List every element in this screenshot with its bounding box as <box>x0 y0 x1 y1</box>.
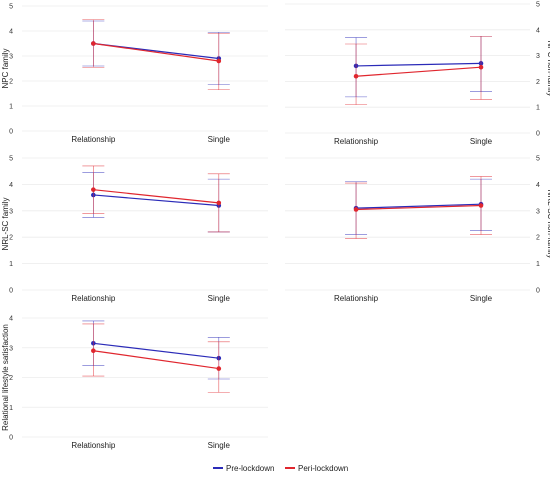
data-point <box>478 203 484 208</box>
y-tick-label: 4 <box>536 182 540 189</box>
chart-panel: 0 1 2 3 4 5 NPC family Relationship Single <box>1 4 268 144</box>
series-1 <box>82 165 230 233</box>
y-tick-label: 3 <box>9 345 13 352</box>
data-point <box>353 73 359 79</box>
series-0 <box>82 320 230 380</box>
y-tick-label: 2 <box>536 235 540 242</box>
series-line <box>356 66 482 77</box>
series-1 <box>82 323 230 393</box>
legend: Pre-lockdown Peri-lockdown <box>213 464 348 473</box>
series-line <box>93 42 219 62</box>
y-axis-label: Relational lifestyle satisfaction <box>1 324 10 431</box>
chart-panels: 0 1 2 3 4 5 NPC family Relationship Single 0 1 2 3 4 5… <box>1 2 550 451</box>
data-point <box>478 64 484 70</box>
y-tick-label: 4 <box>9 29 13 36</box>
series-1 <box>345 35 492 105</box>
y-tick-label: 1 <box>9 405 13 412</box>
y-tick-label: 1 <box>9 261 13 268</box>
y-tick-label: 1 <box>9 104 13 111</box>
data-point <box>216 366 222 371</box>
y-tick-label: 1 <box>536 261 540 268</box>
x-tick-label: Single <box>208 135 231 144</box>
y-tick-label: 5 <box>536 2 540 9</box>
y-tick-label: 3 <box>536 208 540 215</box>
y-tick-label: 2 <box>9 235 13 242</box>
x-tick-label: Relationship <box>71 294 116 303</box>
series-line <box>93 350 219 370</box>
y-tick-label: 4 <box>9 316 13 323</box>
legend-item: Pre-lockdown <box>213 464 274 473</box>
x-tick-label: Single <box>208 294 231 303</box>
series-0 <box>82 20 230 86</box>
data-point <box>216 58 222 64</box>
y-tick-label: 3 <box>536 53 540 60</box>
series-line <box>356 203 482 209</box>
data-point <box>91 187 96 192</box>
series-line <box>93 342 219 359</box>
y-tick-label: 0 <box>536 131 540 138</box>
x-tick-label: Single <box>470 294 493 303</box>
chart-panel: 0 1 2 3 4 5 NPC non-family Relationship Single <box>285 2 550 146</box>
y-axis-label: NRL-SC non-family <box>546 190 550 259</box>
x-tick-label: Relationship <box>71 135 116 144</box>
x-tick-label: Single <box>470 137 493 146</box>
x-tick-label: Relationship <box>334 294 379 303</box>
series-line <box>356 62 482 67</box>
x-tick-label: Single <box>208 441 231 450</box>
data-point <box>216 200 222 206</box>
y-tick-label: 4 <box>536 27 540 34</box>
y-tick-label: 1 <box>536 105 540 112</box>
data-point <box>91 348 96 354</box>
data-point <box>353 207 359 212</box>
y-tick-label: 2 <box>9 375 13 382</box>
y-tick-label: 3 <box>9 54 13 61</box>
series-line <box>356 204 482 211</box>
y-tick-label: 5 <box>536 156 540 163</box>
y-tick-label: 5 <box>9 4 13 11</box>
y-tick-label: 0 <box>9 435 13 442</box>
legend-item: Peri-lockdown <box>285 464 348 473</box>
y-axis-label: NPC family <box>1 48 10 88</box>
series-0 <box>345 35 492 98</box>
chart-panel: 0 1 2 3 4 5 NRL-SC family Relationship Single <box>1 156 268 303</box>
legend-label: Pre-lockdown <box>226 464 274 473</box>
series-1 <box>82 19 230 91</box>
y-tick-label: 0 <box>9 129 13 136</box>
y-axis-label: NPC non-family <box>546 40 550 96</box>
data-point <box>91 41 96 46</box>
series-1 <box>345 176 492 239</box>
y-tick-label: 2 <box>9 79 13 86</box>
y-tick-label: 0 <box>9 288 13 295</box>
series-line <box>93 189 219 204</box>
y-tick-label: 3 <box>9 208 13 215</box>
y-axis-label: NRL-SC family <box>1 198 10 251</box>
legend-label: Peri-lockdown <box>298 464 348 473</box>
y-tick-label: 4 <box>9 182 13 189</box>
series-line <box>93 194 219 207</box>
chart-panel: 0 1 2 3 4 5 NRL-SC non-family Relationship Singl… <box>285 156 550 303</box>
y-tick-label: 5 <box>9 156 13 163</box>
y-tick-label: 0 <box>536 288 540 295</box>
x-tick-label: Relationship <box>71 441 116 450</box>
y-tick-label: 2 <box>536 79 540 86</box>
series-0 <box>345 178 492 235</box>
x-tick-label: Relationship <box>334 137 379 146</box>
